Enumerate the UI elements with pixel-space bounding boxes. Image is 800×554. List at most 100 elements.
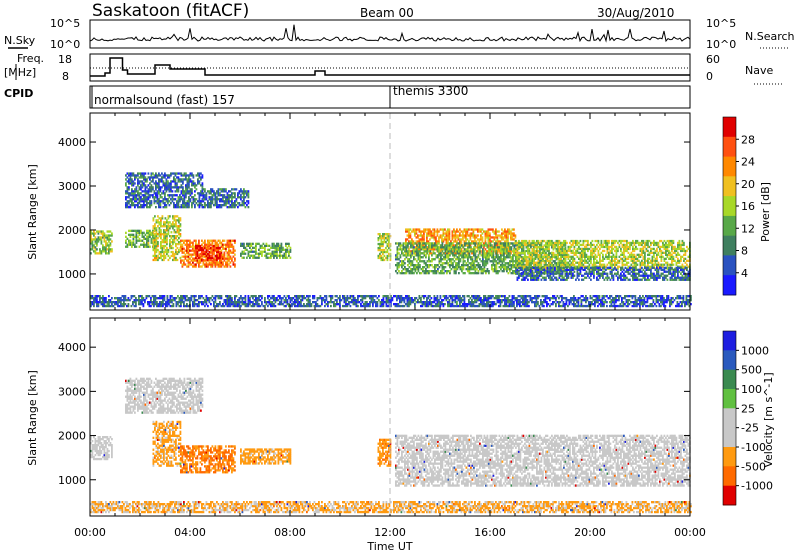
data-cell [661,301,664,304]
data-cell [453,246,456,249]
data-cell [108,299,110,302]
data-cell [453,268,456,271]
data-cell [420,304,422,308]
data-cell [453,252,455,255]
data-cell [444,248,447,251]
data-cell [468,228,470,231]
data-cell [271,244,274,247]
data-cell [213,204,215,207]
data-cell [483,252,486,255]
data-cell [498,295,500,298]
data-cell [412,228,415,231]
data-cell [172,227,174,230]
data-cell [373,301,376,304]
data-cell [223,265,226,268]
data-cell [486,303,488,306]
data-cell [685,303,688,306]
data-cell [279,252,281,255]
data-cell [503,268,505,271]
data-cell [169,299,172,302]
data-cell [386,254,389,258]
data-cell [495,297,497,300]
data-cell [231,257,233,260]
data-cell [453,248,456,251]
data-cell [146,235,148,238]
data-cell [170,198,172,201]
data-cell [388,252,390,256]
data-cell [143,174,145,177]
data-cell [495,234,497,237]
data-cell [396,250,399,253]
data-cell [583,297,586,300]
data-cell [165,188,168,191]
data-cell [261,244,263,247]
data-cell [475,297,478,300]
data-cell [139,301,142,304]
data-cell [191,204,193,207]
data-cell [459,297,461,300]
data-cell [191,182,193,185]
data-cell [499,301,502,304]
data-cell [223,304,226,308]
data-cell [228,247,230,250]
data-cell [455,250,457,253]
data-cell [354,299,356,302]
data-cell [165,206,168,209]
data-cell [380,248,383,252]
data-cell [455,268,457,271]
data-cell [485,262,487,265]
data-cell [229,301,232,304]
data-cell [451,299,454,302]
data-cell [477,234,479,237]
data-cell [492,254,495,257]
data-cell [137,206,139,209]
data-cell [510,250,512,253]
data-cell [208,258,211,262]
data-cell [453,266,456,269]
data-cell [109,304,112,308]
data-cell [168,174,171,177]
data-cell [156,301,158,304]
data-cell [208,299,211,302]
data-cell [464,272,466,275]
data-cell [655,301,658,304]
data-cell [435,248,438,251]
data-cell [331,297,334,300]
data-cell [447,264,450,267]
data-cell [642,295,644,298]
data-cell [176,225,179,228]
data-cell [111,304,113,308]
data-cell [273,304,275,308]
data-cell [141,231,144,234]
data-cell [171,194,174,197]
data-cell [396,304,398,308]
data-cell [258,299,260,302]
data-cell [380,258,383,262]
data-cell [247,304,250,308]
data-cell [143,245,145,248]
data-cell [289,299,292,302]
data-cell [414,230,416,233]
data-cell [181,263,184,266]
data-cell [144,196,147,199]
data-cell [405,252,407,255]
data-cell [127,304,130,308]
data-cell [188,200,190,203]
data-cell [192,259,194,262]
data-cell [544,295,547,298]
data-cell [202,188,205,191]
data-cell [471,232,473,235]
data-cell [462,266,465,269]
data-cell [462,304,464,308]
data-cell [447,250,450,253]
data-cell [666,299,668,302]
data-cell [262,246,265,249]
data-cell [97,303,100,306]
nsky-line [89,24,691,43]
data-cell [507,230,509,233]
data-cell [646,301,649,304]
data-cell [379,304,382,308]
data-cell [492,236,494,239]
data-cell [96,238,98,241]
data-cell [273,303,275,306]
